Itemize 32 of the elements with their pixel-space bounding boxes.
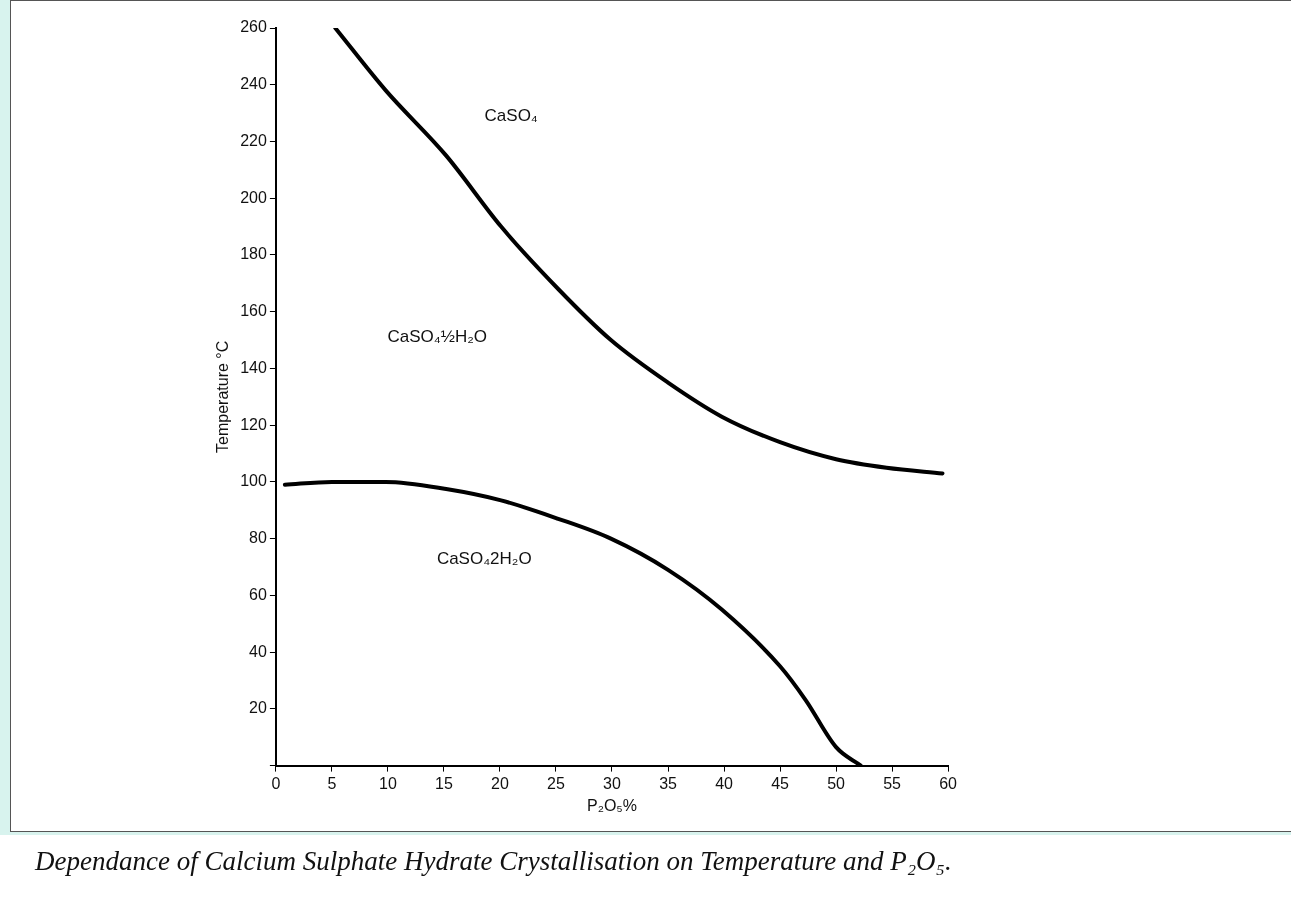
y-tick-label: 180 <box>240 245 267 263</box>
y-tick-label: 160 <box>240 302 267 320</box>
x-tick-label: 30 <box>603 774 621 792</box>
x-tick-label: 45 <box>771 774 790 792</box>
y-axis-title: Temperature °C <box>214 340 232 453</box>
x-tick-label: 40 <box>715 774 734 792</box>
annotation: CaSO₄ <box>484 106 538 126</box>
x-tick-label: 60 <box>939 774 958 792</box>
y-tick-label: 20 <box>249 699 267 717</box>
x-tick-label: 0 <box>271 774 281 792</box>
annotation: CaSO₄2H₂O <box>436 548 532 568</box>
x-tick-label: 35 <box>659 774 678 792</box>
x-tick-label: 50 <box>827 774 846 792</box>
annotation: CaSO₄½H₂O <box>387 327 487 347</box>
y-tick-label: 100 <box>240 472 267 490</box>
y-tick-label: 200 <box>240 188 267 206</box>
text: Dependance of Calcium Sulphate Hydrate Crystallisation on Temperature and P₂O₅. <box>35 846 952 877</box>
x-tick-label: 15 <box>435 774 453 792</box>
x-tick-label: 25 <box>547 774 565 792</box>
y-tick-label: 80 <box>249 529 267 547</box>
y-tick-label: 220 <box>240 131 267 149</box>
x-tick-label: 55 <box>883 774 902 792</box>
y-tick-label: 140 <box>240 358 267 376</box>
x-tick-label: 10 <box>379 774 397 792</box>
y-tick-label: 120 <box>240 415 267 433</box>
x-axis-title: P₂O₅% <box>587 796 637 814</box>
y-tick-label: 60 <box>249 585 267 603</box>
y-tick-label: 40 <box>249 642 267 660</box>
x-tick-label: 20 <box>491 774 509 792</box>
x-tick-label: 5 <box>327 774 337 792</box>
y-tick-label: 240 <box>240 75 267 93</box>
y-tick-label: 260 <box>240 18 267 36</box>
